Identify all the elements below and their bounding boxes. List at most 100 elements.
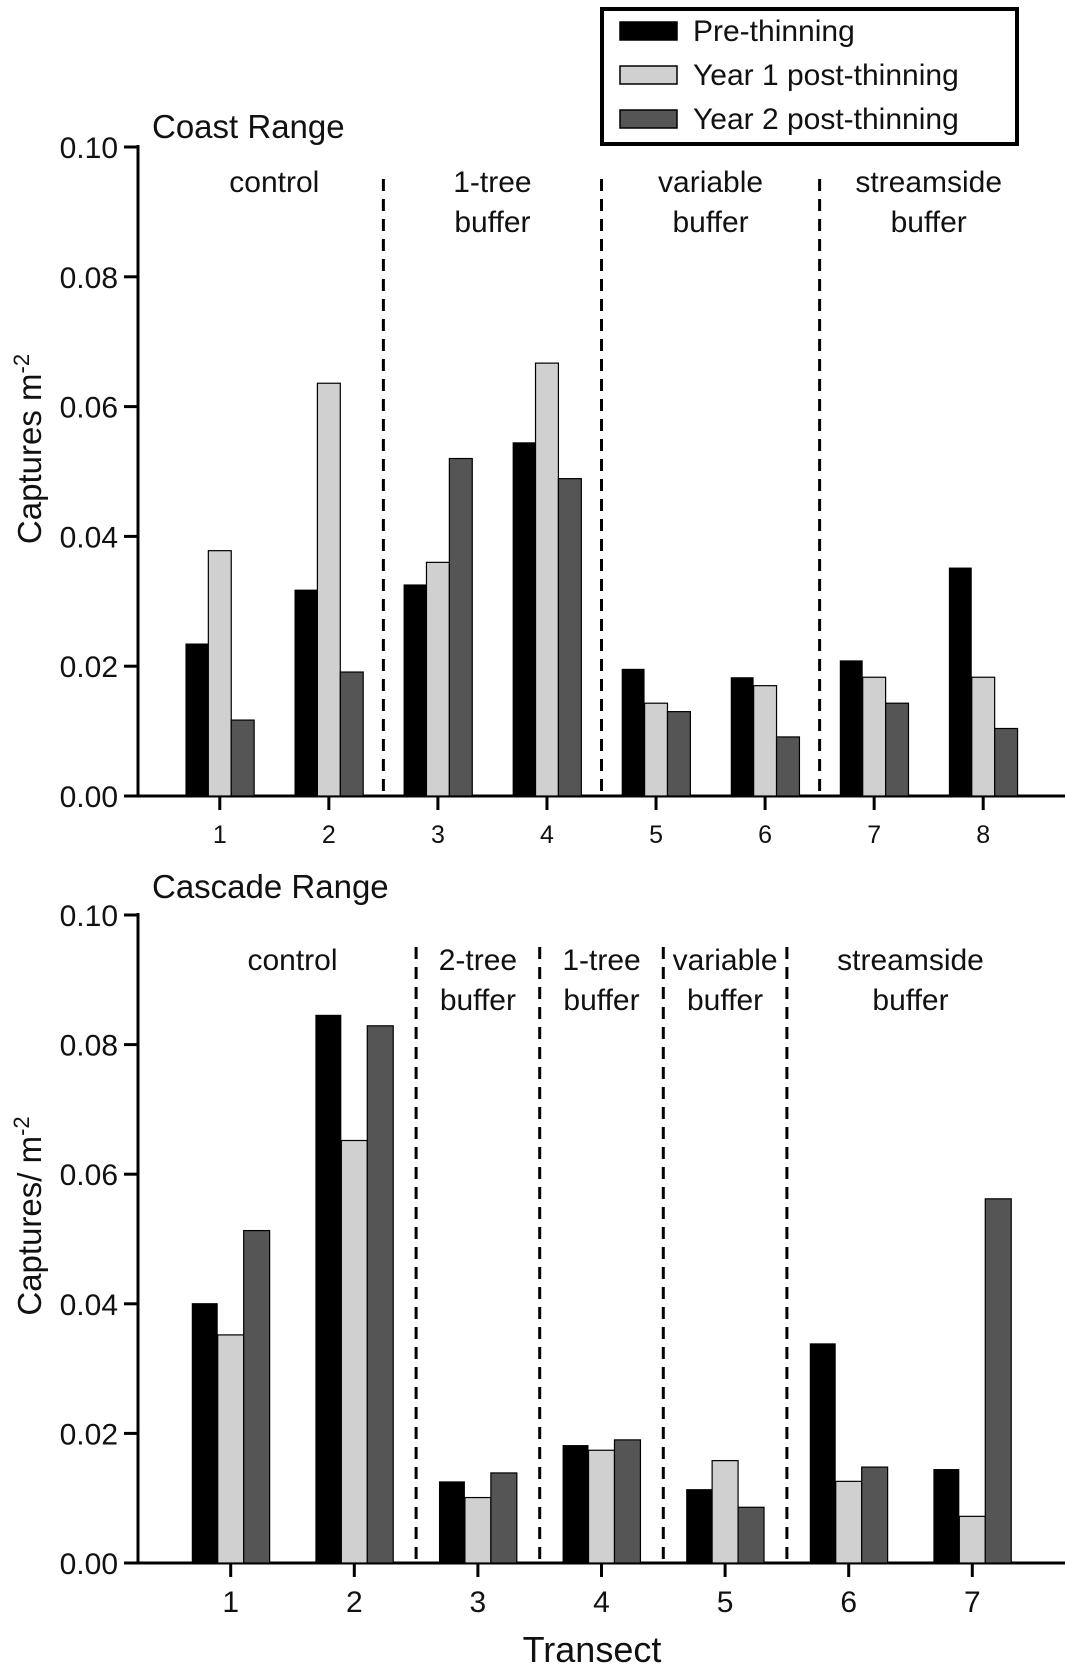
coast-group-labels: control 1-tree buffer variable buffer streams… <box>229 166 1002 239</box>
cascade-range-panel: Cascade Range Captures/ m-2 0.00 0.02 0.04… <box>9 868 1065 1619</box>
cascade-bar-year1-transect-7 <box>958 1515 986 1564</box>
coast-y-axis-title-sup: -2 <box>9 354 34 374</box>
cascade-bar-pre-transect-3 <box>438 1481 465 1563</box>
cascade-x-tick-label: 1 <box>222 1586 239 1619</box>
coast-y-tick-label: 0.10 <box>60 132 118 165</box>
cascade-bar-pre-transect-5 <box>686 1489 713 1563</box>
cascade-bar-year2-transect-6 <box>861 1466 889 1564</box>
cascade-y-tick-label: 0.02 <box>60 1418 118 1451</box>
coast-bar-year2-transect-3 <box>448 457 473 797</box>
cascade-bar-year2-transect-2 <box>366 1025 394 1564</box>
cascade-group-label: buffer <box>872 984 948 1017</box>
cascade-y-tick-label: 0.08 <box>60 1030 118 1063</box>
coast-y-axis-title-main: Captures m <box>11 374 48 545</box>
cascade-y-tick-label: 0.06 <box>60 1159 118 1192</box>
coast-bar-year1-transect-8 <box>971 676 996 797</box>
cascade-x-ticks: 1 2 3 4 5 6 7 <box>222 1563 981 1619</box>
coast-range-panel: Coast Range Captures m-2 0.000.020.040.0… <box>9 108 1065 849</box>
coast-y-axis-title: Captures m-2 <box>9 354 48 544</box>
legend-label-year1: Year 1 post-thinning <box>693 59 959 92</box>
cascade-y-axis-title-main: Captures/ m <box>11 1136 48 1316</box>
cascade-group-label: variable <box>673 944 778 977</box>
cascade-bar-year1-transect-4 <box>587 1449 616 1564</box>
coast-bar-year1-transect-1 <box>207 550 232 797</box>
cascade-bar-year2-transect-4 <box>613 1439 642 1564</box>
coast-bar-pre-transect-5 <box>621 668 645 796</box>
cascade-group-label: 1-tree <box>562 944 640 977</box>
cascade-x-tick-label: 5 <box>717 1586 734 1619</box>
coast-y-tick-label: 0.06 <box>60 392 118 425</box>
coast-bar-year1-transect-6 <box>753 685 778 797</box>
cascade-bar-year1-transect-2 <box>340 1139 368 1564</box>
cascade-x-tick-label: 6 <box>840 1586 857 1619</box>
cascade-group-labels: control 2-tree buffer 1-tree buffer variable b… <box>247 944 983 1017</box>
coast-x-tick-label: 4 <box>540 821 554 849</box>
coast-x-tick-label: 8 <box>976 821 990 849</box>
coast-x-tick-label: 2 <box>322 821 336 849</box>
coast-group-label: control <box>229 166 319 199</box>
coast-bar-pre-transect-6 <box>730 677 754 796</box>
legend-label-pre-thinning: Pre-thinning <box>693 15 855 48</box>
cascade-group-label: control <box>247 944 337 977</box>
coast-x-tick-label: 7 <box>867 821 881 849</box>
legend: Pre-thinning Year 1 post-thinning Year 2… <box>600 7 1019 146</box>
cascade-y-tick-label: 0.04 <box>60 1289 118 1322</box>
coast-y-tick-label: 0.00 <box>60 781 118 814</box>
cascade-bar-year2-transect-7 <box>984 1198 1012 1564</box>
coast-bar-pre-transect-8 <box>948 567 972 796</box>
coast-bar-pre-transect-1 <box>185 643 209 796</box>
cascade-y-axis-title-sup: -2 <box>9 1116 34 1136</box>
coast-bar-year2-transect-4 <box>557 478 582 797</box>
coast-axes <box>136 145 1065 798</box>
coast-y-tick-label: 0.04 <box>60 521 118 554</box>
coast-group-label: buffer <box>672 206 748 239</box>
cascade-x-tick-label: 3 <box>470 1586 487 1619</box>
cascade-x-tick-label: 4 <box>593 1586 610 1619</box>
coast-bar-year1-transect-2 <box>316 382 341 797</box>
coast-group-label: 1-tree <box>453 166 531 199</box>
cascade-bar-pre-transect-7 <box>933 1469 960 1563</box>
coast-bar-year2-transect-7 <box>884 702 910 797</box>
cascade-group-label: 2-tree <box>439 944 517 977</box>
coast-group-dividers <box>381 179 822 796</box>
cascade-bar-pre-transect-6 <box>809 1343 836 1563</box>
coast-group-label: buffer <box>891 206 967 239</box>
coast-bar-year1-transect-5 <box>643 702 669 797</box>
coast-bar-year1-transect-4 <box>534 362 560 797</box>
coast-bar-year1-transect-3 <box>425 561 450 797</box>
cascade-group-label: buffer <box>687 984 763 1017</box>
cascade-panel-title: Cascade Range <box>152 868 389 905</box>
coast-bars <box>185 362 1019 797</box>
coast-bar-pre-transect-3 <box>403 584 427 796</box>
cascade-bar-year2-transect-1 <box>243 1229 271 1564</box>
cascade-y-ticks: 0.00 0.02 0.04 0.06 0.08 0.10 <box>60 900 138 1581</box>
cascade-group-label: streamside <box>837 944 984 977</box>
coast-x-tick-label: 5 <box>649 821 663 849</box>
legend-swatch-pre-thinning <box>619 21 678 41</box>
cascade-group-dividers <box>414 947 789 1563</box>
coast-bar-year2-transect-8 <box>994 727 1019 797</box>
coast-group-label: buffer <box>454 206 530 239</box>
coast-y-ticks: 0.00 0.02 0.04 0.06 0.08 0.10 <box>60 132 138 814</box>
coast-group-label: streamside <box>855 166 1002 199</box>
cascade-bar-year1-transect-1 <box>217 1334 245 1564</box>
coast-x-tick-label: 1 <box>213 821 227 849</box>
cascade-group-label: buffer <box>563 984 639 1017</box>
coast-bar-pre-transect-4 <box>512 442 536 796</box>
coast-bar-year2-transect-2 <box>339 671 364 797</box>
coast-panel-title: Coast Range <box>152 108 345 145</box>
coast-bar-year2-transect-6 <box>775 736 801 797</box>
x-axis-title: Transect <box>523 1629 662 1669</box>
legend-swatch-year2 <box>619 109 678 129</box>
cascade-bar-year1-transect-3 <box>464 1496 492 1564</box>
coast-x-tick-label: 3 <box>431 821 445 849</box>
cascade-group-label: buffer <box>440 984 516 1017</box>
cascade-bar-year1-transect-5 <box>711 1460 739 1564</box>
cascade-bar-pre-transect-2 <box>315 1014 342 1563</box>
coast-bar-pre-transect-2 <box>294 589 318 796</box>
cascade-y-axis-title: Captures/ m-2 <box>9 1116 48 1315</box>
cascade-bar-year2-transect-5 <box>737 1506 765 1564</box>
cascade-y-tick-label: 0.10 <box>60 900 118 933</box>
coast-y-tick-label: 0.08 <box>60 262 118 295</box>
